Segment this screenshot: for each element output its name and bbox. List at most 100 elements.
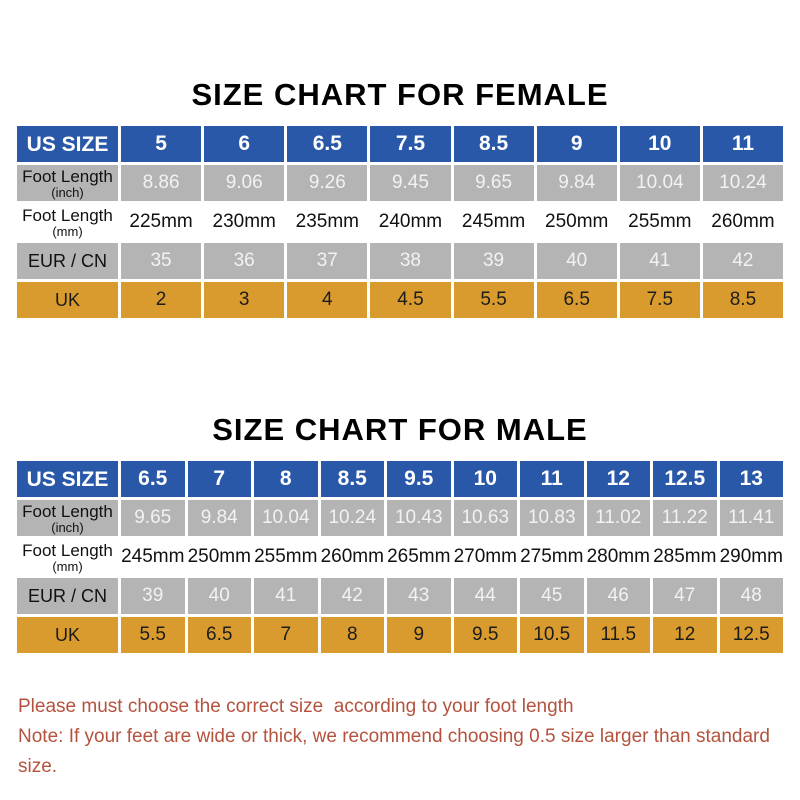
row-label-unit: (mm) xyxy=(52,223,83,239)
size-cell: 7 xyxy=(187,461,251,497)
size-cell: 11 xyxy=(520,461,584,497)
size-cell: 225mm xyxy=(121,204,202,240)
table-row: Foot Length (inch) 8.86 9.06 9.26 9.45 9.65 9.8… xyxy=(17,165,783,201)
row-label-unit: (inch) xyxy=(51,184,84,200)
size-cell: 255mm xyxy=(619,204,700,240)
row-label-text: Foot Length xyxy=(22,166,113,186)
size-cell: 7.5 xyxy=(370,126,451,162)
size-cell: 10 xyxy=(619,126,700,162)
size-cell: 39 xyxy=(453,243,534,279)
size-cell: 265mm xyxy=(387,539,451,575)
table-row: Foot Length (inch) 9.65 9.84 10.04 10.24 10.43… xyxy=(17,500,783,536)
size-cell: 36 xyxy=(204,243,285,279)
size-cell: 260mm xyxy=(320,539,384,575)
row-label-text: UK xyxy=(54,289,80,310)
size-cell: 10.63 xyxy=(453,500,517,536)
size-cell: 35 xyxy=(121,243,202,279)
size-cell: 250mm xyxy=(187,539,251,575)
size-cell: 290mm xyxy=(719,539,783,575)
size-cell: 235mm xyxy=(287,204,368,240)
size-cell: 9.65 xyxy=(453,165,534,201)
row-label-text: UK xyxy=(54,624,80,645)
size-cell: 6.5 xyxy=(187,617,251,653)
row-label: EUR / CN xyxy=(17,578,118,614)
size-cell: 9.06 xyxy=(204,165,285,201)
row-label-text: US SIZE xyxy=(26,132,109,156)
size-cell: 9 xyxy=(536,126,617,162)
size-cell: 255mm xyxy=(254,539,318,575)
size-cell: 47 xyxy=(653,578,717,614)
size-cell: 42 xyxy=(702,243,783,279)
size-cell: 40 xyxy=(187,578,251,614)
size-cell: 12 xyxy=(653,617,717,653)
size-cell: 11.41 xyxy=(719,500,783,536)
row-label-text: US SIZE xyxy=(26,467,109,491)
size-cell: 240mm xyxy=(370,204,451,240)
table-row: EUR / CN 39 40 41 42 43 44 45 46 47 48 xyxy=(17,578,783,614)
size-cell: 8.5 xyxy=(320,461,384,497)
note-line-1: Please must choose the correct size acco… xyxy=(18,696,574,717)
size-cell: 9.5 xyxy=(387,461,451,497)
size-cell: 9.84 xyxy=(536,165,617,201)
size-cell: 10.43 xyxy=(387,500,451,536)
size-cell: 9.5 xyxy=(453,617,517,653)
size-cell: 6.5 xyxy=(536,282,617,318)
row-label-text: Foot Length xyxy=(22,540,113,560)
row-label: US SIZE xyxy=(17,461,118,497)
size-cell: 245mm xyxy=(453,204,534,240)
size-cell: 5.5 xyxy=(453,282,534,318)
row-label: US SIZE xyxy=(17,126,118,162)
size-cell: 6 xyxy=(204,126,285,162)
size-cell: 11.02 xyxy=(586,500,650,536)
size-cell: 250mm xyxy=(536,204,617,240)
size-cell: 5.5 xyxy=(121,617,185,653)
size-table-female: US SIZE 5 6 6.5 7.5 8.5 9 10 11 Foot Length (inch)… xyxy=(14,123,786,321)
size-cell: 42 xyxy=(320,578,384,614)
size-cell: 4.5 xyxy=(370,282,451,318)
row-label: EUR / CN xyxy=(17,243,118,279)
size-cell: 9.65 xyxy=(121,500,185,536)
table-row: EUR / CN 35 36 37 38 39 40 41 42 xyxy=(17,243,783,279)
size-cell: 3 xyxy=(204,282,285,318)
size-cell: 4 xyxy=(287,282,368,318)
size-table-male: US SIZE 6.5 7 8 8.5 9.5 10 11 12 12.5 13 Foot Lengt… xyxy=(14,458,786,656)
size-cell: 8.86 xyxy=(121,165,202,201)
size-cell: 11 xyxy=(702,126,783,162)
size-cell: 9.45 xyxy=(370,165,451,201)
size-cell: 270mm xyxy=(453,539,517,575)
size-cell: 41 xyxy=(619,243,700,279)
size-cell: 245mm xyxy=(121,539,185,575)
male-chart-title: SIZE CHART FOR MALE xyxy=(212,412,588,447)
size-cell: 6.5 xyxy=(287,126,368,162)
row-label-text: Foot Length xyxy=(22,205,113,225)
row-label-text: EUR / CN xyxy=(27,250,107,271)
row-label: Foot Length (mm) xyxy=(17,539,118,575)
row-label-unit: (inch) xyxy=(51,519,84,535)
size-cell: 6.5 xyxy=(121,461,185,497)
size-cell: 10.5 xyxy=(520,617,584,653)
size-cell: 10.83 xyxy=(520,500,584,536)
size-cell: 13 xyxy=(719,461,783,497)
size-cell: 2 xyxy=(121,282,202,318)
size-cell: 230mm xyxy=(204,204,285,240)
table-row: US SIZE 6.5 7 8 8.5 9.5 10 11 12 12.5 13 xyxy=(17,461,783,497)
table-row: US SIZE 5 6 6.5 7.5 8.5 9 10 11 xyxy=(17,126,783,162)
row-label-text: Foot Length xyxy=(22,501,113,521)
size-cell: 7.5 xyxy=(619,282,700,318)
row-label: UK xyxy=(17,282,118,318)
size-cell: 12 xyxy=(586,461,650,497)
size-cell: 12.5 xyxy=(653,461,717,497)
size-cell: 8 xyxy=(320,617,384,653)
table-row: Foot Length (mm) 225mm 230mm 235mm 240mm 245mm… xyxy=(17,204,783,240)
size-cell: 285mm xyxy=(653,539,717,575)
size-cell: 39 xyxy=(121,578,185,614)
table-row: UK 2 3 4 4.5 5.5 6.5 7.5 8.5 xyxy=(17,282,783,318)
size-cell: 9 xyxy=(387,617,451,653)
size-cell: 260mm xyxy=(702,204,783,240)
footer-notes: Please must choose the correct size acco… xyxy=(18,692,800,782)
size-cell: 10.04 xyxy=(254,500,318,536)
size-cell: 46 xyxy=(586,578,650,614)
size-cell: 10.04 xyxy=(619,165,700,201)
size-cell: 40 xyxy=(536,243,617,279)
table-row: UK 5.5 6.5 7 8 9 9.5 10.5 11.5 12 12.5 xyxy=(17,617,783,653)
